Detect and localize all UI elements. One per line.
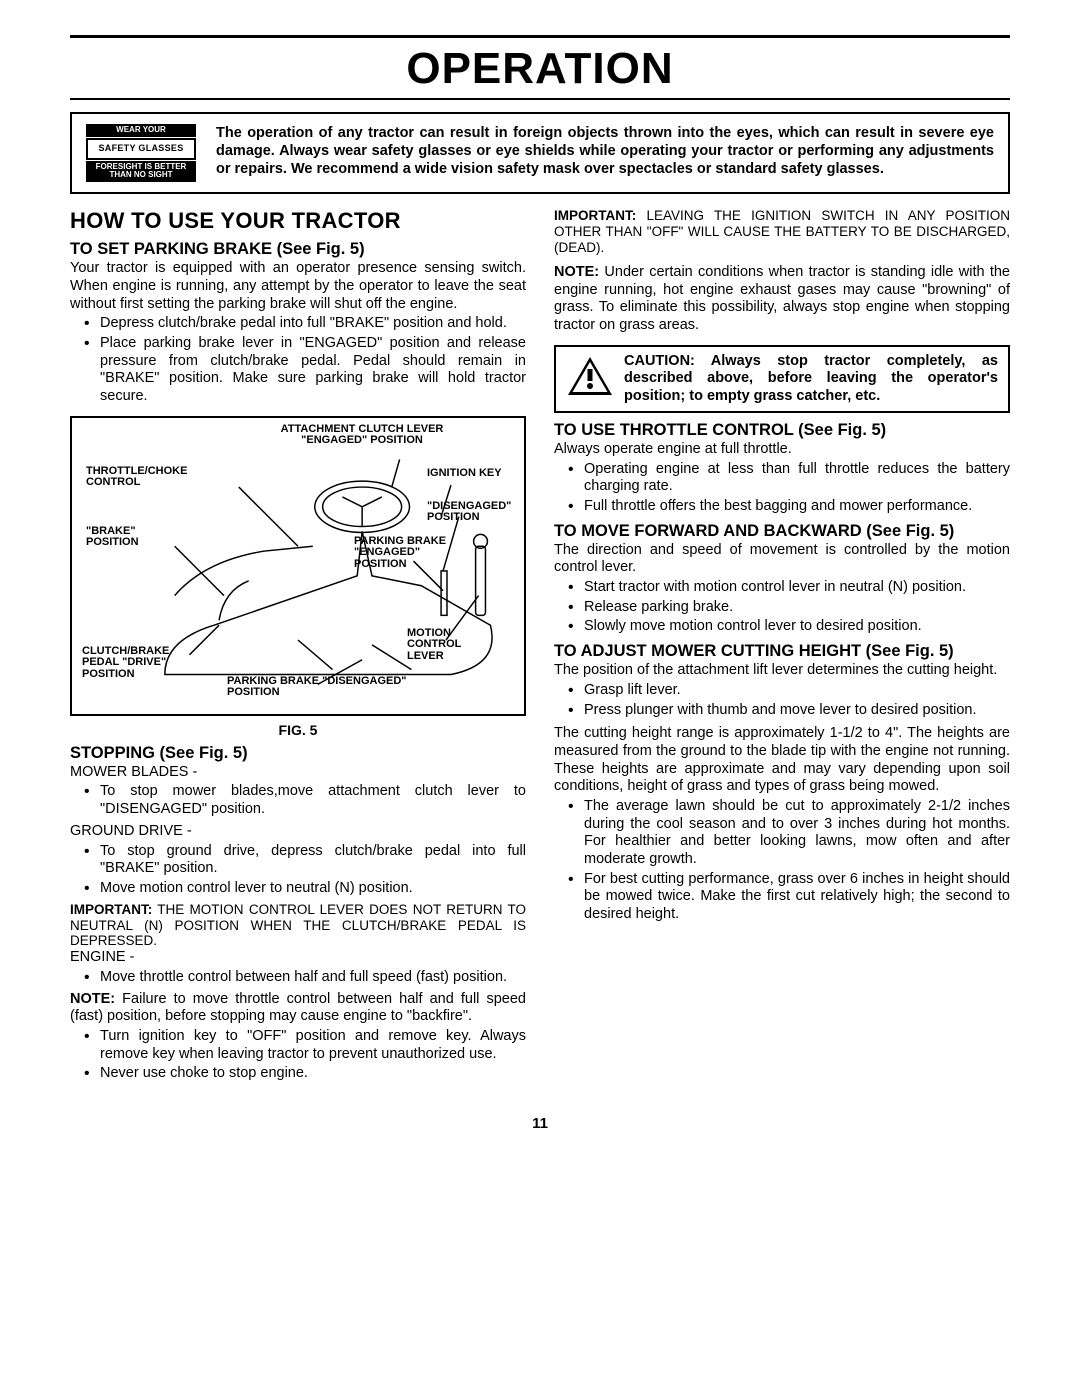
heading-parking-brake: TO SET PARKING BRAKE (See Fig. 5)	[70, 240, 526, 259]
heading-throttle: TO USE THROTTLE CONTROL (See Fig. 5)	[554, 421, 1010, 440]
note-text: Under certain conditions when tractor is…	[554, 264, 1010, 333]
list-item: To stop mower blades,move attachment clu…	[70, 783, 526, 818]
list-item: Place parking brake lever in "ENGAGED" p…	[70, 335, 526, 406]
list-final: Turn ignition key to "OFF" position and …	[70, 1028, 526, 1083]
list-item: Release parking brake.	[554, 599, 1010, 617]
figure-5-diagram: ATTACHMENT CLUTCH LEVER "ENGAGED" POSITI…	[70, 416, 526, 716]
para-parking-brake: Your tractor is equipped with an operato…	[70, 260, 526, 313]
left-column: HOW TO USE YOUR TRACTOR TO SET PARKING B…	[70, 208, 526, 1087]
para-height-1: The position of the attachment lift leve…	[554, 662, 1010, 680]
list-parking-brake: Depress clutch/brake pedal into full "BR…	[70, 315, 526, 405]
note-label: NOTE:	[70, 991, 115, 1007]
list-item: Slowly move motion control lever to desi…	[554, 618, 1010, 636]
note-label: NOTE:	[554, 264, 599, 280]
list-move: Start tractor with motion control lever …	[554, 579, 1010, 636]
list-item: Operating engine at less than full throt…	[554, 461, 1010, 496]
label-engine: ENGINE -	[70, 949, 526, 967]
important-label: IMPORTANT:	[554, 208, 636, 223]
fig-label: "DISENGAGED" POSITION	[427, 501, 522, 524]
fig-label: "BRAKE" POSITION	[86, 526, 166, 549]
badge-wear: WEAR YOUR	[86, 124, 196, 137]
para-height-2: The cutting height range is approximatel…	[554, 725, 1010, 796]
list-item: Full throttle offers the best bagging an…	[554, 498, 1010, 516]
right-column: IMPORTANT: LEAVING THE IGNITION SWITCH I…	[554, 208, 1010, 1087]
list-item: Never use choke to stop engine.	[70, 1065, 526, 1083]
safety-badge: WEAR YOUR SAFETY GLASSES FORESIGHT IS BE…	[86, 124, 196, 182]
safety-text: The operation of any tractor can result …	[216, 124, 994, 178]
rule-under-title	[70, 98, 1010, 100]
fig-label: PARKING BRAKE "DISENGAGED" POSITION	[227, 676, 427, 699]
para-throttle: Always operate engine at full throttle.	[554, 441, 1010, 459]
list-item: For best cutting performance, grass over…	[554, 871, 1010, 924]
fig-label: CLUTCH/BRAKE PEDAL "DRIVE" POSITION	[82, 646, 202, 681]
heading-stopping: STOPPING (See Fig. 5)	[70, 744, 526, 763]
badge-foresight: FORESIGHT IS BETTER THAN NO SIGHT	[86, 161, 196, 183]
heading-move: TO MOVE FORWARD AND BACKWARD (See Fig. 5…	[554, 522, 1010, 541]
caution-text: CAUTION: Always stop tractor completely,…	[624, 353, 998, 405]
list-item: The average lawn should be cut to approx…	[554, 798, 1010, 869]
important-motion-lever: IMPORTANT: THE MOTION CONTROL LEVER DOES…	[70, 902, 526, 950]
list-item: Depress clutch/brake pedal into full "BR…	[70, 315, 526, 333]
list-throttle: Operating engine at less than full throt…	[554, 461, 1010, 516]
list-height-1: Grasp lift lever. Press plunger with thu…	[554, 682, 1010, 719]
heading-how-to-use: HOW TO USE YOUR TRACTOR	[70, 208, 526, 234]
page-number: 11	[70, 1115, 1010, 1132]
figure-caption: FIG. 5	[70, 722, 526, 738]
list-height-2: The average lawn should be cut to approx…	[554, 798, 1010, 924]
note-text: Failure to move throttle control between…	[70, 991, 526, 1025]
label-mower-blades: MOWER BLADES -	[70, 764, 526, 782]
caution-box: CAUTION: Always stop tractor completely,…	[554, 345, 1010, 413]
important-label: IMPORTANT:	[70, 902, 152, 917]
fig-label: MOTION CONTROL LEVER	[407, 628, 487, 663]
fig-label: ATTACHMENT CLUTCH LEVER "ENGAGED" POSITI…	[252, 424, 472, 447]
heading-height: TO ADJUST MOWER CUTTING HEIGHT (See Fig.…	[554, 642, 1010, 661]
safety-warning-box: WEAR YOUR SAFETY GLASSES FORESIGHT IS BE…	[70, 112, 1010, 194]
list-item: Press plunger with thumb and move lever …	[554, 702, 1010, 720]
warning-triangle-icon	[566, 355, 614, 402]
list-item: Start tractor with motion control lever …	[554, 579, 1010, 597]
list-item: Grasp lift lever.	[554, 682, 1010, 700]
fig-label: IGNITION KEY	[427, 468, 507, 480]
rule-top	[70, 35, 1010, 38]
list-mower-blades: To stop mower blades,move attachment clu…	[70, 783, 526, 818]
fig-label: PARKING BRAKE "ENGAGED" POSITION	[354, 536, 474, 571]
content-columns: HOW TO USE YOUR TRACTOR TO SET PARKING B…	[70, 208, 1010, 1087]
list-item: Move motion control lever to neutral (N)…	[70, 880, 526, 898]
para-move: The direction and speed of movement is c…	[554, 542, 1010, 577]
important-ignition: IMPORTANT: LEAVING THE IGNITION SWITCH I…	[554, 208, 1010, 256]
badge-glasses: SAFETY GLASSES	[86, 138, 196, 160]
label-ground-drive: GROUND DRIVE -	[70, 823, 526, 841]
note-browning: NOTE: Under certain conditions when trac…	[554, 264, 1010, 335]
list-ground-drive: To stop ground drive, depress clutch/bra…	[70, 843, 526, 898]
list-engine: Move throttle control between half and f…	[70, 969, 526, 987]
list-item: To stop ground drive, depress clutch/bra…	[70, 843, 526, 878]
page-title: OPERATION	[70, 44, 1010, 94]
list-item: Turn ignition key to "OFF" position and …	[70, 1028, 526, 1063]
fig-label: THROTTLE/CHOKE CONTROL	[86, 466, 226, 489]
note-backfire: NOTE: Failure to move throttle control b…	[70, 991, 526, 1026]
list-item: Move throttle control between half and f…	[70, 969, 526, 987]
